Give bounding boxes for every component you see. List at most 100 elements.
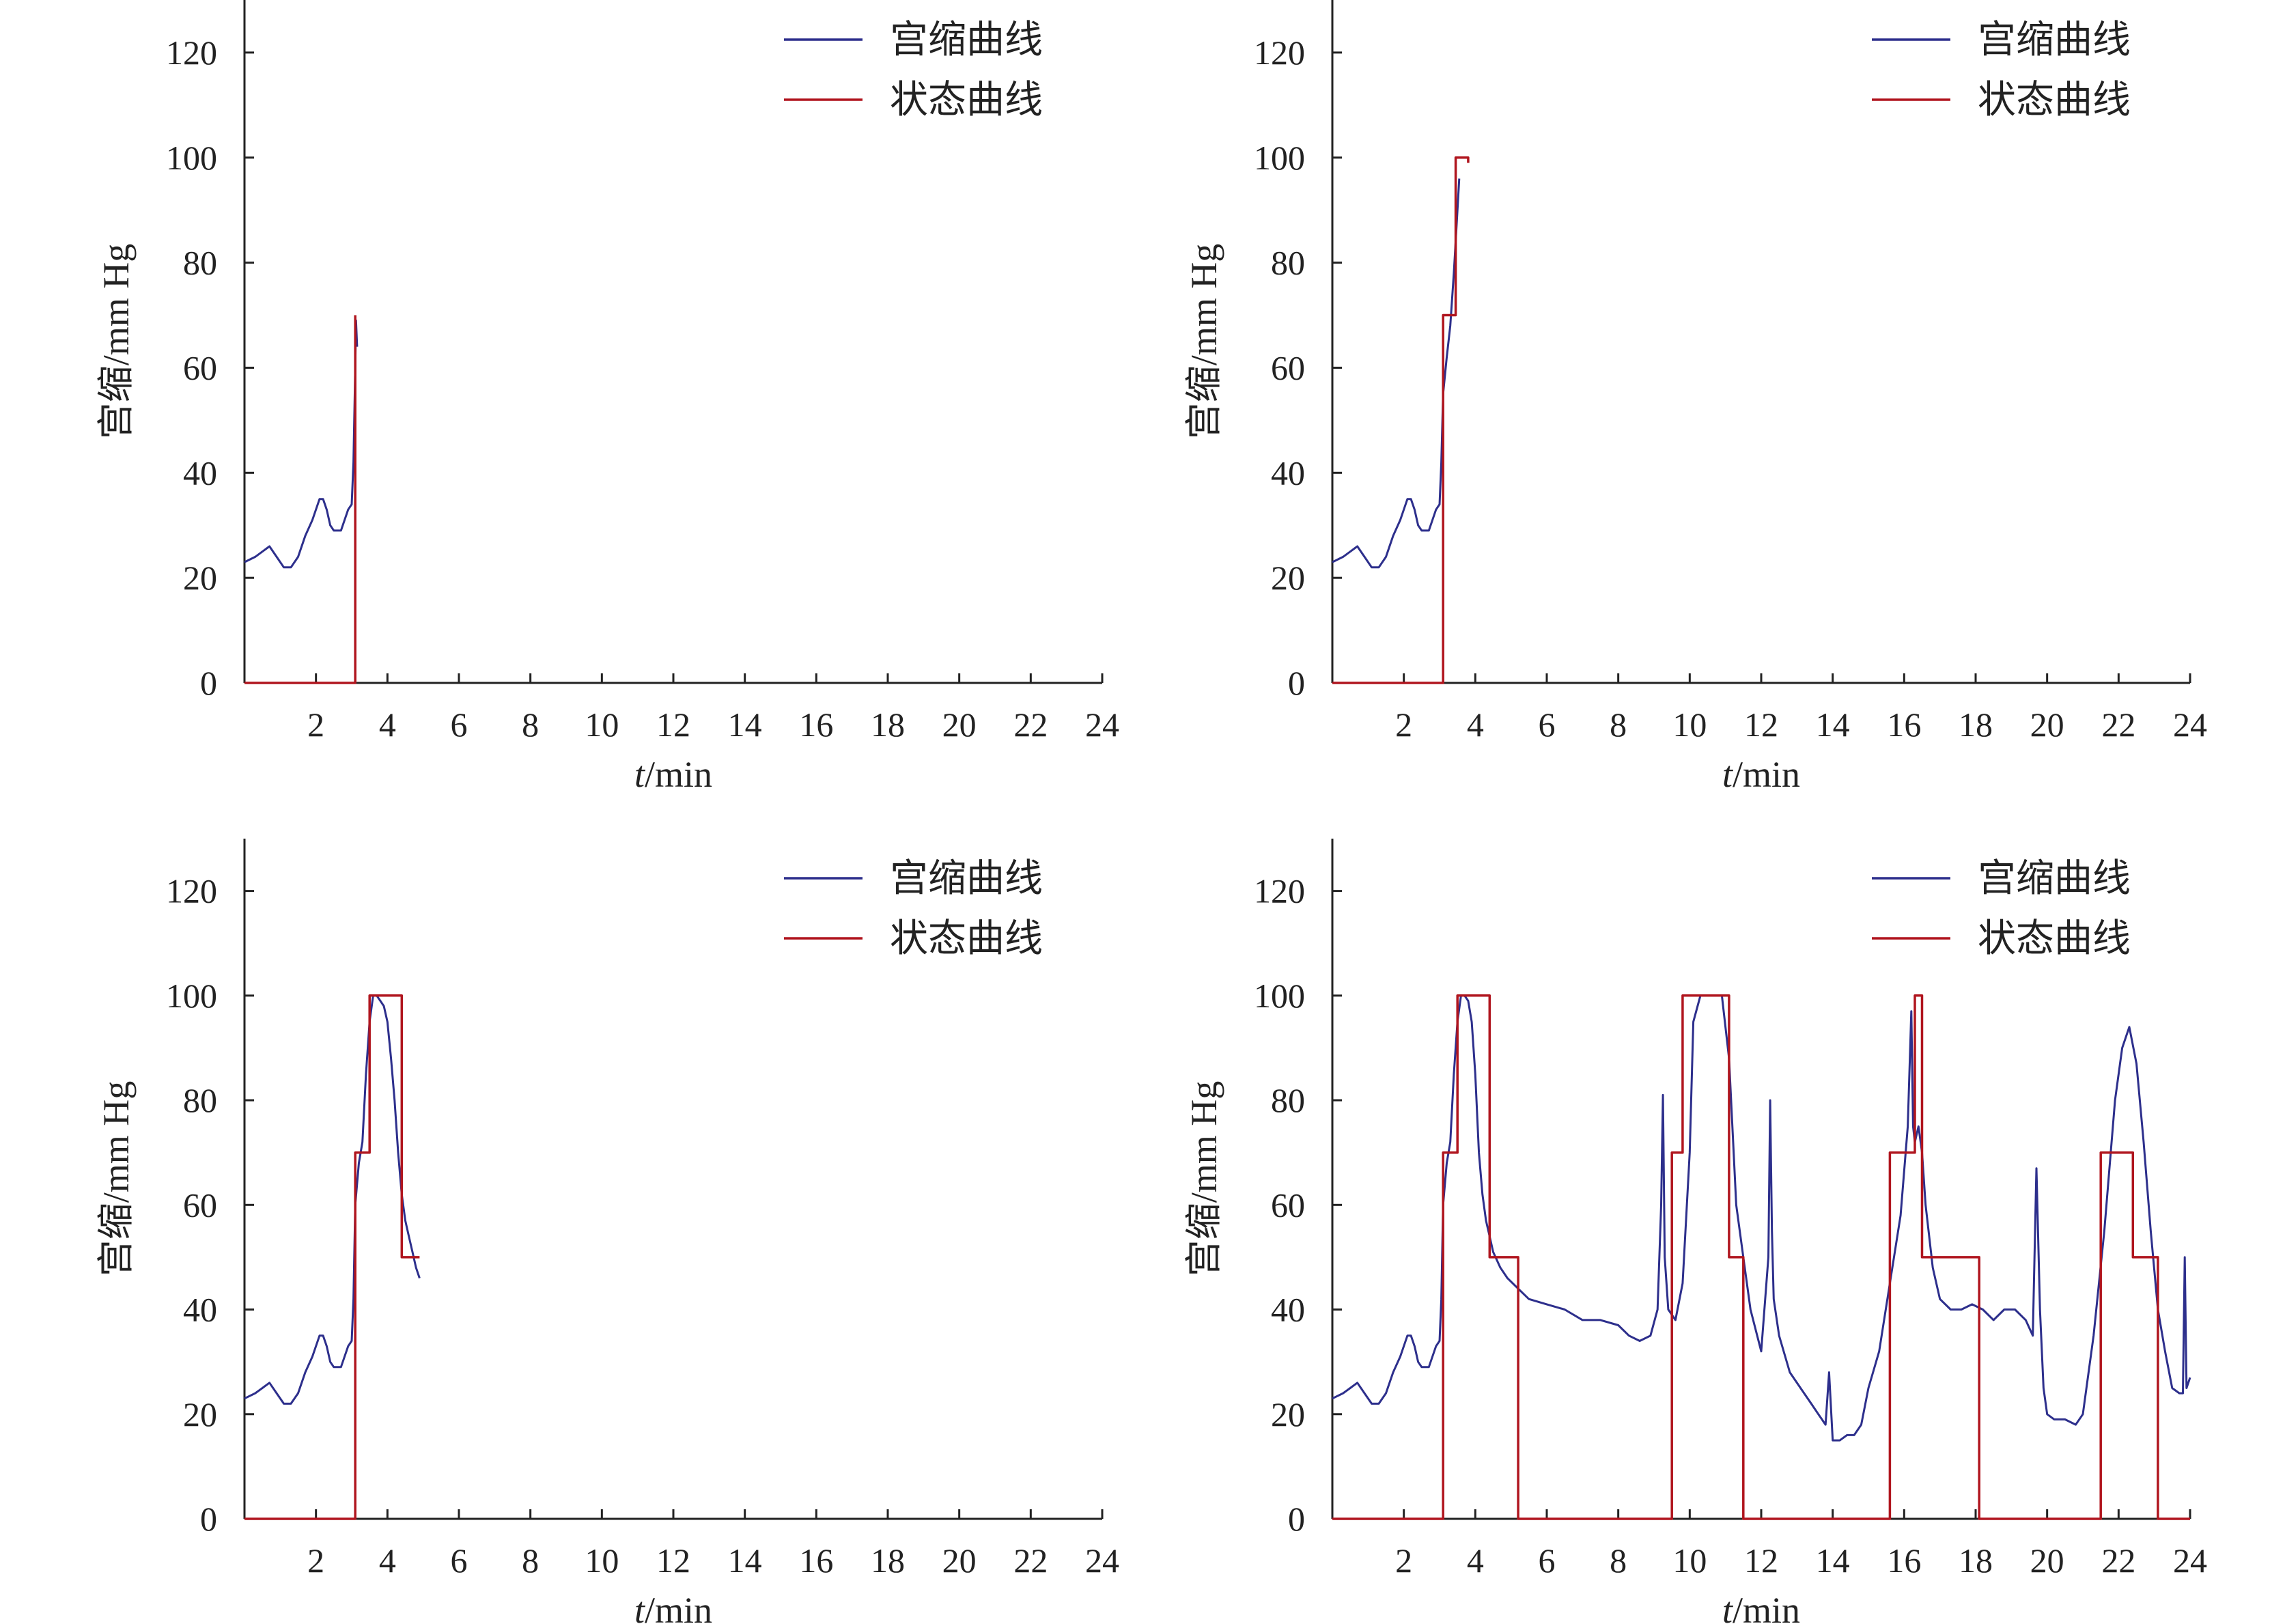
x-axis-variable: t <box>634 754 646 795</box>
y-tick-label: 80 <box>183 244 217 282</box>
x-tick-label: 6 <box>451 1541 468 1580</box>
state-curve-line <box>1332 994 2190 1520</box>
x-tick-label: 14 <box>1816 705 1850 744</box>
y-tick-label: 40 <box>1271 453 1305 492</box>
x-tick-label: 22 <box>2101 1541 2135 1580</box>
y-axis-title: 宫缩/mm Hg <box>96 1081 137 1277</box>
x-tick-label: 16 <box>1887 1541 1921 1580</box>
x-axis-variable: t <box>634 1590 646 1624</box>
x-axis-unit: /min <box>645 1590 712 1624</box>
x-tick-label: 8 <box>522 705 539 744</box>
y-tick-label: 20 <box>1271 559 1305 597</box>
state-curve-line <box>244 994 420 1520</box>
x-tick-label: 12 <box>656 1541 690 1580</box>
contraction-curve-line <box>244 994 421 1405</box>
y-tick-label: 100 <box>1254 977 1305 1015</box>
x-tick-label: 4 <box>1467 1541 1484 1580</box>
contraction-curve-line <box>1332 178 1461 569</box>
x-tick-label: 6 <box>1539 705 1556 744</box>
contraction-curve-line <box>1332 994 2191 1442</box>
x-tick-label: 4 <box>379 705 396 744</box>
x-tick-label: 4 <box>1467 705 1484 744</box>
chart-panel-top-left: 2 4 6 8 10 12 14 16 18 20 22 24020406080100120宫缩/mm… <box>96 0 1119 795</box>
x-tick-label: 16 <box>1887 705 1921 744</box>
x-tick-label: 22 <box>1013 1541 1048 1580</box>
y-tick-label: 80 <box>183 1081 217 1119</box>
legend-label-state: 状态曲线 <box>890 78 1043 122</box>
y-tick-label: 40 <box>183 1291 217 1329</box>
y-tick-label: 120 <box>166 872 217 910</box>
y-tick-label: 120 <box>166 33 217 72</box>
x-tick-label: 14 <box>1816 1541 1850 1580</box>
x-tick-label: 16 <box>799 705 833 744</box>
x-axis-title: t/min <box>634 754 712 795</box>
x-tick-label: 8 <box>522 1541 539 1580</box>
y-tick-label: 100 <box>166 977 217 1015</box>
y-tick-label: 120 <box>1254 872 1305 910</box>
x-tick-label: 6 <box>451 705 468 744</box>
x-tick-label: 20 <box>2030 1541 2064 1580</box>
x-tick-label: 12 <box>656 705 690 744</box>
x-tick-label: 4 <box>379 1541 396 1580</box>
y-tick-label: 20 <box>183 1395 217 1433</box>
x-tick-label: 6 <box>1539 1541 1556 1580</box>
x-tick-label: 2 <box>1395 705 1412 744</box>
x-tick-label: 20 <box>942 705 977 744</box>
x-axis-variable: t <box>1722 1590 1734 1624</box>
x-tick-label: 10 <box>1672 1541 1707 1580</box>
x-axis-title: t/min <box>1722 754 1800 795</box>
y-axis-title: 宫缩/mm Hg <box>1183 244 1224 440</box>
x-tick-label: 2 <box>307 1541 324 1580</box>
y-tick-label: 60 <box>183 348 217 387</box>
y-tick-label: 100 <box>166 139 217 177</box>
y-tick-label: 60 <box>1271 348 1305 387</box>
x-tick-label: 20 <box>942 1541 977 1580</box>
y-tick-label: 20 <box>1271 1395 1305 1433</box>
x-axis-title: t/min <box>634 1590 712 1624</box>
y-tick-label: 60 <box>183 1186 217 1224</box>
legend-label-state: 状态曲线 <box>1978 78 2131 122</box>
state-curve-line <box>244 315 356 684</box>
x-tick-label: 22 <box>2101 705 2135 744</box>
x-tick-label: 2 <box>307 705 324 744</box>
chart-panel-bottom-right: 2 4 6 8 10 12 14 16 18 20 22 24020406080100120宫缩/mm… <box>1183 839 2207 1624</box>
x-tick-label: 14 <box>728 705 762 744</box>
y-tick-label: 120 <box>1254 33 1305 72</box>
y-tick-label: 0 <box>1288 1500 1305 1538</box>
x-tick-label: 24 <box>1085 1541 1119 1580</box>
legend-label-state: 状态曲线 <box>890 916 1043 961</box>
x-tick-label: 18 <box>871 1541 905 1580</box>
y-tick-label: 60 <box>1271 1186 1305 1224</box>
x-axis-unit: /min <box>1733 754 1800 795</box>
x-axis-unit: /min <box>1733 1590 1800 1624</box>
x-tick-label: 8 <box>1610 705 1627 744</box>
x-axis-title: t/min <box>1722 1590 1800 1624</box>
x-tick-label: 20 <box>2030 705 2064 744</box>
y-axis-title: 宫缩/mm Hg <box>1183 1081 1224 1277</box>
x-tick-label: 8 <box>1610 1541 1627 1580</box>
x-tick-label: 18 <box>1959 705 1993 744</box>
x-tick-label: 18 <box>1959 1541 1993 1580</box>
x-tick-label: 10 <box>585 705 619 744</box>
y-tick-label: 0 <box>1288 664 1305 702</box>
chart-panel-top-right: 2 4 6 8 10 12 14 16 18 20 22 24020406080100120宫缩/mm… <box>1183 0 2207 795</box>
x-tick-label: 10 <box>585 1541 619 1580</box>
x-tick-label: 16 <box>799 1541 833 1580</box>
y-tick-label: 80 <box>1271 1081 1305 1119</box>
x-tick-label: 10 <box>1672 705 1707 744</box>
x-axis-variable: t <box>1722 754 1734 795</box>
y-tick-label: 100 <box>1254 139 1305 177</box>
x-tick-label: 22 <box>1013 705 1048 744</box>
x-axis-unit: /min <box>645 754 712 795</box>
legend-label-contraction: 宫缩曲线 <box>1978 18 2131 62</box>
chart-panel-bottom-left: 2 4 6 8 10 12 14 16 18 20 22 24020406080100120宫缩/mm… <box>96 839 1119 1624</box>
legend-label-contraction: 宫缩曲线 <box>1978 856 2131 901</box>
state-curve-line <box>1332 156 1470 684</box>
y-tick-label: 40 <box>183 453 217 492</box>
x-tick-label: 14 <box>728 1541 762 1580</box>
x-tick-label: 24 <box>1085 705 1119 744</box>
y-tick-label: 0 <box>200 1500 217 1538</box>
x-tick-label: 24 <box>2173 1541 2207 1580</box>
y-axis-title: 宫缩/mm Hg <box>96 244 137 440</box>
